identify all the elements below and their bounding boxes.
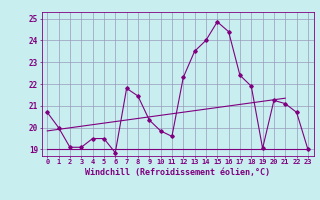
X-axis label: Windchill (Refroidissement éolien,°C): Windchill (Refroidissement éolien,°C)	[85, 168, 270, 177]
